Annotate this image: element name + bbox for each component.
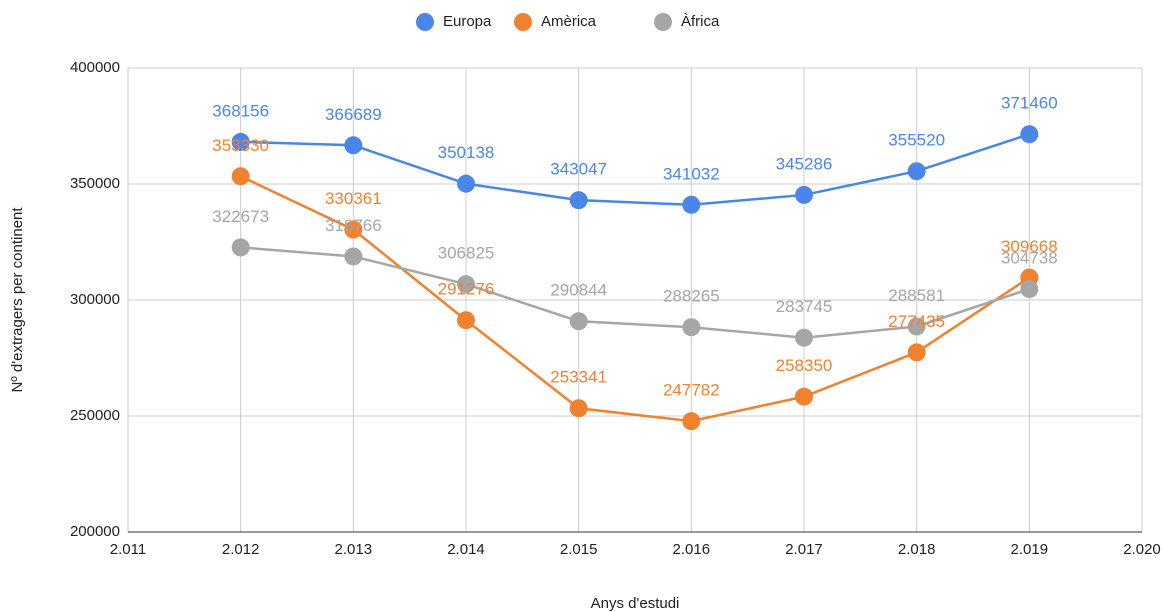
data-point bbox=[907, 343, 926, 362]
series-line bbox=[240, 133, 1030, 207]
x-tick-label: 2.014 bbox=[447, 541, 485, 558]
data-point bbox=[457, 275, 475, 294]
data-point bbox=[457, 174, 475, 193]
data-point bbox=[682, 412, 701, 431]
data-label: 291276 bbox=[438, 280, 495, 299]
data-label: 247782 bbox=[663, 381, 720, 400]
y-axis-label: Nº d'extragers per continent bbox=[9, 207, 26, 393]
data-point bbox=[569, 399, 588, 418]
x-tick-label: 2.012 bbox=[222, 541, 260, 558]
data-label: 368156 bbox=[212, 101, 269, 120]
data-label: 258350 bbox=[776, 356, 833, 375]
data-point bbox=[457, 311, 475, 330]
data-point bbox=[231, 167, 250, 186]
legend-label: Amèrica bbox=[541, 13, 597, 30]
x-tick-label: 2.018 bbox=[898, 541, 936, 558]
data-point bbox=[795, 185, 813, 204]
y-tick-label: 300000 bbox=[70, 291, 120, 308]
data-label: 341032 bbox=[663, 164, 720, 183]
data-label: 288581 bbox=[888, 286, 945, 305]
legend-marker bbox=[654, 13, 672, 31]
data-label: 277435 bbox=[888, 312, 945, 331]
series-line bbox=[240, 246, 1030, 339]
data-point bbox=[569, 191, 588, 210]
x-tick-label: 2.016 bbox=[673, 541, 711, 558]
x-tick-label: 2.015 bbox=[560, 541, 598, 558]
y-tick-label: 400000 bbox=[70, 59, 120, 76]
data-label: 288265 bbox=[663, 287, 720, 306]
data-point bbox=[1020, 125, 1039, 144]
series-line bbox=[240, 175, 1031, 423]
x-axis-label: Anys d'estudi bbox=[591, 595, 680, 612]
data-point bbox=[231, 132, 250, 151]
data-point bbox=[344, 247, 363, 266]
x-tick-label: 2.017 bbox=[785, 541, 823, 558]
legend-label: Europa bbox=[443, 13, 492, 30]
data-point bbox=[344, 220, 363, 239]
legend-label: Àfrica bbox=[681, 13, 720, 30]
legend-marker bbox=[514, 13, 532, 31]
data-point bbox=[1020, 280, 1039, 299]
data-point bbox=[682, 318, 701, 337]
data-label: 290844 bbox=[550, 281, 607, 300]
x-tick-label: 2.019 bbox=[1011, 541, 1049, 558]
data-label: 345286 bbox=[776, 154, 833, 173]
legend-marker bbox=[416, 13, 434, 31]
data-label: 330361 bbox=[325, 189, 382, 208]
data-label: 304738 bbox=[1001, 248, 1058, 267]
y-tick-label: 200000 bbox=[70, 523, 120, 540]
data-point bbox=[344, 136, 363, 155]
data-label: 253341 bbox=[550, 368, 607, 387]
data-point bbox=[569, 312, 588, 331]
data-label: 283745 bbox=[776, 297, 833, 316]
data-label: 306825 bbox=[438, 244, 495, 263]
data-label: 350138 bbox=[438, 143, 495, 162]
data-point bbox=[795, 387, 813, 406]
data-point bbox=[907, 162, 926, 181]
data-point bbox=[231, 238, 250, 257]
data-label: 318766 bbox=[325, 216, 382, 235]
data-label: 371460 bbox=[1001, 94, 1058, 113]
y-tick-label: 350000 bbox=[70, 175, 120, 192]
data-point bbox=[682, 195, 701, 214]
data-point bbox=[795, 328, 813, 347]
data-label: 322673 bbox=[212, 207, 269, 226]
data-point bbox=[907, 317, 926, 336]
y-tick-label: 250000 bbox=[70, 407, 120, 424]
data-label: 366689 bbox=[325, 105, 382, 124]
data-label: 343047 bbox=[550, 160, 607, 179]
data-label: 353330 bbox=[212, 136, 269, 155]
data-label: 355520 bbox=[888, 131, 945, 150]
x-tick-label: 2.013 bbox=[335, 541, 373, 558]
data-label: 309668 bbox=[1001, 237, 1058, 256]
x-tick-label: 2.011 bbox=[110, 541, 146, 558]
x-tick-label: 2.020 bbox=[1123, 541, 1161, 558]
